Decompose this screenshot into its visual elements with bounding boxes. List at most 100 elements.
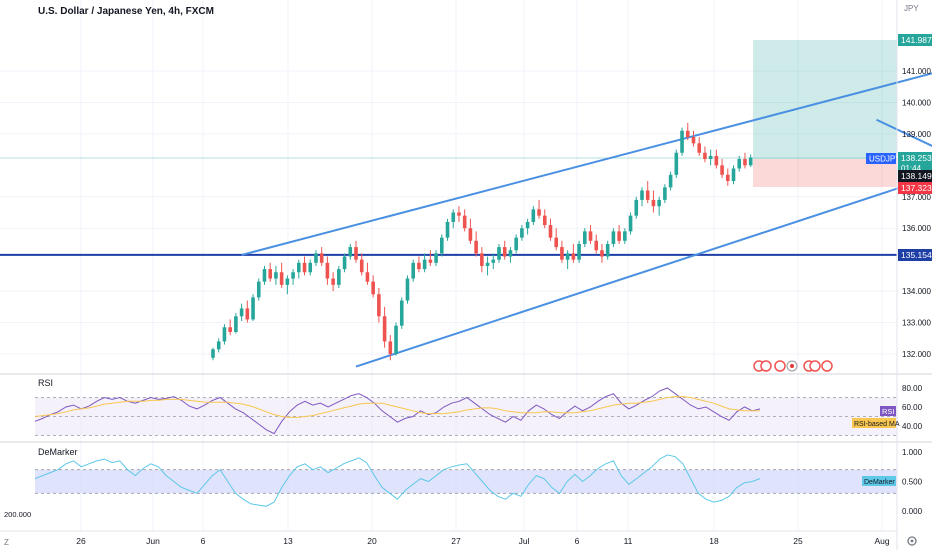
candle-body bbox=[251, 297, 255, 320]
candle-body bbox=[451, 212, 456, 222]
rsi-pane[interactable] bbox=[34, 387, 897, 436]
svg-text:138.253: 138.253 bbox=[901, 153, 932, 163]
candle-body bbox=[565, 253, 570, 260]
price-tick-label: 137.000 bbox=[902, 193, 931, 202]
candle-body bbox=[605, 243, 610, 257]
svg-text:RSI: RSI bbox=[882, 407, 895, 416]
candle-body bbox=[411, 262, 415, 279]
time-tick-label: 6 bbox=[575, 536, 580, 546]
candle-body bbox=[508, 250, 513, 257]
timezone-button[interactable]: Z bbox=[4, 538, 9, 547]
settings-gear-icon[interactable] bbox=[907, 536, 917, 546]
time-tick-label: 11 bbox=[624, 536, 633, 546]
demarker-title[interactable]: DeMarker bbox=[38, 447, 78, 457]
candle-body bbox=[611, 231, 616, 244]
candle-body bbox=[588, 231, 593, 241]
candle-body bbox=[428, 259, 433, 263]
rsi-value-tag: RSI bbox=[880, 406, 896, 416]
candle-body bbox=[308, 262, 313, 273]
candle-body bbox=[302, 262, 307, 273]
candle-body bbox=[708, 155, 713, 160]
price-axis[interactable]: 141.000 140.000 139.000 137.000 136.000 134.0… bbox=[902, 67, 931, 359]
rsi-tick-label: 60.00 bbox=[902, 403, 923, 412]
candle-body bbox=[542, 215, 547, 226]
candle-body bbox=[554, 237, 558, 248]
last-price-label: 138.253 01:44 bbox=[898, 152, 932, 174]
price-tick-label: 136.000 bbox=[902, 224, 931, 233]
rsi-tick-label: 40.00 bbox=[902, 422, 923, 431]
drawings bbox=[0, 72, 932, 368]
rsi-tick-label: 80.00 bbox=[902, 384, 923, 393]
candle-body bbox=[685, 130, 690, 138]
trend-line-upper bbox=[241, 72, 932, 256]
candle-body bbox=[634, 199, 639, 216]
candle-body bbox=[331, 278, 335, 285]
candle-body bbox=[256, 281, 261, 298]
price-tick-label: 132.000 bbox=[902, 350, 931, 359]
hline-price-label: 135.154 bbox=[898, 249, 932, 261]
svg-text:137.323: 137.323 bbox=[901, 183, 932, 193]
candle-body bbox=[657, 199, 661, 207]
candle-body bbox=[748, 157, 753, 166]
candle-body bbox=[628, 215, 633, 232]
candle-body bbox=[645, 190, 650, 200]
candle-body bbox=[399, 300, 404, 326]
candle-body bbox=[571, 253, 576, 260]
candle-body bbox=[434, 253, 438, 263]
rsi-band bbox=[35, 397, 897, 436]
target-price-label: 141.987 bbox=[898, 34, 932, 46]
candle-body bbox=[697, 143, 701, 153]
candles bbox=[211, 122, 753, 361]
candle-body bbox=[474, 240, 478, 254]
candle-body bbox=[623, 231, 627, 241]
candle-body bbox=[279, 272, 284, 285]
candle-body bbox=[239, 308, 244, 317]
take-profit-zone[interactable] bbox=[753, 40, 897, 159]
candle-body bbox=[714, 155, 719, 166]
candle-body bbox=[342, 256, 347, 270]
demarker-pane[interactable] bbox=[34, 454, 897, 507]
candle-body bbox=[228, 327, 232, 332]
candle-body bbox=[371, 281, 375, 295]
candle-body bbox=[617, 231, 621, 241]
candle-body bbox=[274, 272, 278, 279]
candle-body bbox=[268, 269, 272, 279]
candle-body bbox=[337, 269, 341, 285]
us-flag-icon bbox=[774, 360, 786, 372]
candle-body bbox=[520, 228, 524, 238]
symbol-title[interactable]: U.S. Dollar / Japanese Yen, 4h, FXCM bbox=[38, 6, 214, 17]
svg-text:135.154: 135.154 bbox=[901, 250, 932, 260]
candle-body bbox=[502, 247, 507, 257]
svg-text:USDJPY: USDJPY bbox=[869, 155, 901, 164]
price-tick-label: 141.000 bbox=[902, 67, 931, 76]
time-axis[interactable]: 26 Jun 6 13 20 27 Jul 6 11 18 25 Aug bbox=[76, 536, 890, 546]
japan-flag-dot-icon bbox=[790, 364, 794, 368]
candle-body bbox=[457, 212, 461, 216]
candle-body bbox=[468, 228, 473, 241]
rsi-title[interactable]: RSI bbox=[38, 378, 53, 388]
candle-body bbox=[359, 259, 364, 273]
candle-body bbox=[731, 168, 736, 182]
candle-body bbox=[405, 278, 410, 301]
rsi-ma-tag: RSI-based MA bbox=[852, 418, 900, 428]
candle-body bbox=[348, 247, 353, 257]
price-tick-label: 133.000 bbox=[902, 319, 931, 328]
candle-body bbox=[691, 137, 696, 144]
candle-body bbox=[291, 272, 295, 279]
us-flag-icon bbox=[821, 360, 833, 372]
candle-body bbox=[417, 262, 421, 270]
candle-body bbox=[737, 159, 742, 169]
time-tick-label: 13 bbox=[283, 536, 293, 546]
svg-text:DeMarker: DeMarker bbox=[864, 479, 895, 486]
demarker-tick-label: 0.500 bbox=[902, 478, 923, 487]
candle-body bbox=[234, 316, 238, 332]
candle-body bbox=[462, 215, 467, 229]
time-tick-label: 27 bbox=[451, 536, 461, 546]
candle-body bbox=[365, 272, 370, 282]
candle-body bbox=[319, 253, 324, 263]
time-tick-label: 6 bbox=[201, 536, 206, 546]
time-tick-label: 20 bbox=[367, 536, 377, 546]
us-flag-icon bbox=[809, 360, 821, 372]
economic-events-icons[interactable] bbox=[753, 360, 833, 372]
